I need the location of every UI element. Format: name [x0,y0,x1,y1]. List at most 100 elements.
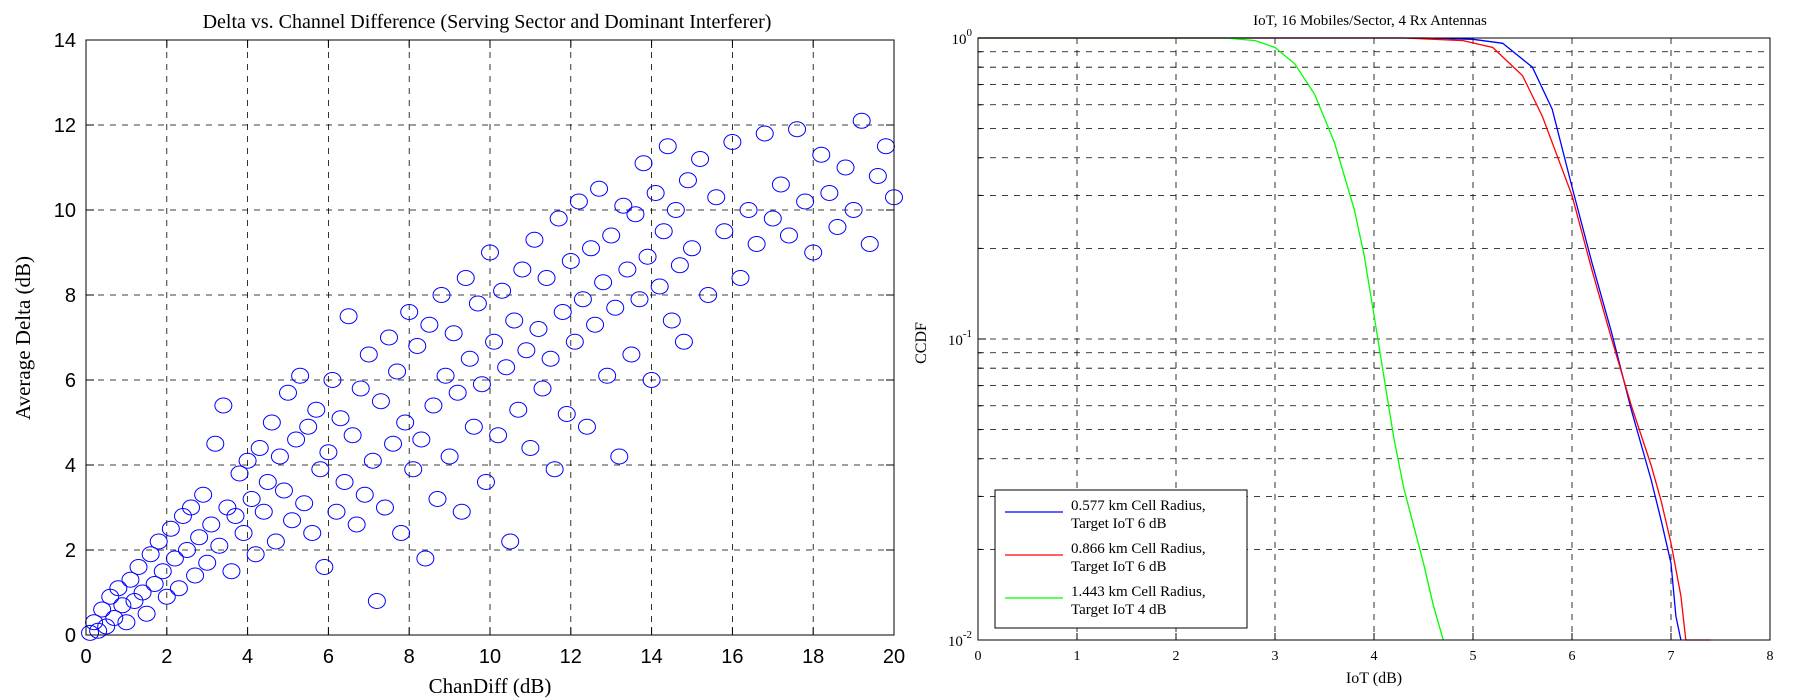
scatter-point [658,138,677,155]
scatter-point [198,554,217,571]
scatter-point [505,312,524,329]
scatter-y-tick-label: 12 [54,115,76,137]
scatter-point [485,333,504,350]
ccdf-y-tick-exponent: -1 [963,328,972,340]
scatter-point [400,304,419,320]
scatter-point [731,270,750,286]
scatter-point [472,376,491,393]
scatter-point [553,304,572,320]
scatter-y-tick-label: 6 [65,370,76,392]
scatter-point [186,567,205,584]
scatter-point [670,257,689,274]
scatter-point [606,299,625,316]
scatter-point [715,223,734,240]
scatter-point [343,427,362,444]
scatter-point [270,448,289,465]
ccdf-x-tick-label: 3 [1272,649,1279,664]
scatter-point [779,227,798,244]
scatter-point [610,448,629,465]
scatter-point [674,333,693,350]
scatter-point [452,503,471,520]
ccdf-y-tick-exponent: -2 [963,629,972,641]
ccdf-legend-label: 1.443 km Cell Radius, Target IoT 4 dB [1071,584,1206,618]
scatter-point [299,418,318,435]
scatter-point [380,329,398,346]
scatter-x-tick-label: 0 [80,646,91,668]
scatter-point [521,440,540,456]
scatter-point [707,189,726,206]
scatter-point [525,231,544,248]
scatter-point [828,219,847,235]
scatter-point [602,227,621,244]
scatter-point [646,185,665,201]
scatter-point [133,584,152,601]
scatter-point [153,563,172,580]
scatter-point [327,503,346,520]
scatter-y-tick-label: 4 [65,455,76,477]
scatter-point [246,546,265,563]
scatter-point [565,333,584,350]
scatter-point [307,401,326,418]
scatter-point [788,121,807,138]
scatter-point [375,499,394,516]
scatter-points [81,112,903,641]
scatter-chart: Delta vs. Channel Difference (Serving Se… [11,11,905,698]
scatter-point [594,274,613,291]
scatter-point [456,270,475,286]
scatter-point [561,253,580,269]
ccdf-series-line-3 [978,37,1444,641]
scatter-point [630,291,649,308]
scatter-point [355,486,374,503]
scatter-point [497,359,516,376]
scatter-point [582,240,600,257]
scatter-point [416,550,435,567]
scatter-point [493,282,512,299]
ccdf-y-label: CCDF [913,322,930,364]
scatter-point [319,444,338,461]
scatter-point [214,397,233,414]
scatter-point [230,465,249,482]
scatter-x-tick-label: 10 [479,646,501,668]
scatter-x-tick-label: 12 [560,646,582,668]
scatter-point [145,576,164,592]
scatter-point [291,367,310,384]
ccdf-legend-box [994,489,1248,629]
scatter-point [371,393,390,410]
scatter-x-tick-label: 18 [802,646,824,668]
scatter-point [404,461,423,478]
scatter-point [460,350,479,367]
ccdf-grid [978,38,1770,640]
ccdf-y-tick-label: 10-1 [948,328,972,349]
scatter-point [254,503,273,520]
scatter-point [537,270,556,286]
scatter-point [194,486,213,503]
scatter-point [363,452,382,469]
scatter-point [303,525,322,541]
scatter-x-tick-label: 4 [242,646,253,668]
ccdf-y-tick-exponent: 0 [967,27,973,39]
scatter-point [598,367,617,384]
scatter-point [266,533,285,550]
scatter-point [202,516,221,533]
ccdf-legend: 0.577 km Cell Radius, Target IoT 6 dB 0.86… [994,489,1248,629]
scatter-point [533,380,552,397]
scatter-point [234,525,253,541]
ccdf-x-tick-label: 1 [1074,649,1081,664]
scatter-point [622,346,641,363]
scatter-point [763,210,782,227]
scatter-point [545,461,564,478]
scatter-x-tick-label: 14 [640,646,662,668]
scatter-x-label: ChanDiff (dB) [429,674,552,698]
scatter-point [359,346,378,363]
scatter-point [287,431,306,448]
scatter-point [590,180,609,197]
scatter-point [323,372,342,388]
scatter-point [137,605,156,622]
scatter-point [250,440,269,456]
scatter-point [424,397,443,414]
scatter-point [836,159,855,176]
ccdf-x-tick-label: 5 [1470,649,1477,664]
scatter-point [295,495,314,512]
scatter-y-tick-label: 8 [65,285,76,307]
scatter-point [747,236,766,252]
